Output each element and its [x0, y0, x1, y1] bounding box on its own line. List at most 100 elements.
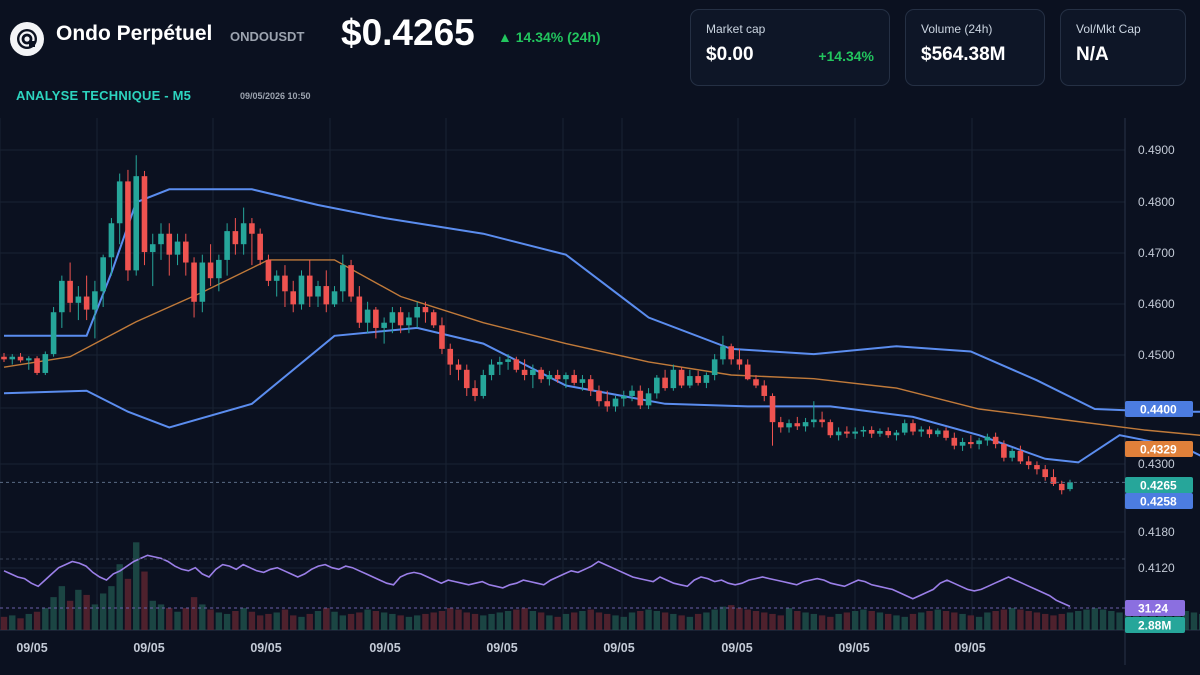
candle-body — [819, 419, 825, 423]
candle-body — [959, 442, 966, 446]
volume-bar — [579, 611, 586, 630]
volume-bar — [744, 609, 751, 630]
candle-body — [174, 241, 181, 255]
volume-bar — [397, 615, 404, 630]
price-tag-label: 0.4329 — [1140, 443, 1177, 457]
indicator-tag-label: 31.24 — [1138, 602, 1168, 616]
candle-body — [844, 431, 850, 434]
volume-bar — [480, 615, 487, 630]
candle-body — [331, 291, 338, 305]
candle-body — [430, 312, 437, 326]
volume-bar — [959, 613, 966, 630]
candle-body — [629, 390, 635, 396]
candle-body — [811, 419, 817, 423]
candle-body — [687, 376, 693, 386]
volume-bar — [570, 612, 578, 630]
volume-bar — [967, 615, 975, 630]
market-cap-label: Market cap — [706, 22, 766, 36]
volume-bar — [719, 606, 727, 630]
y-tick-label: 0.4180 — [1138, 525, 1175, 539]
candle-body — [645, 393, 652, 406]
volume-bar — [727, 605, 735, 630]
candle-body — [885, 431, 892, 436]
volume-bar — [356, 612, 363, 630]
volume-bar — [413, 615, 421, 630]
volume-bar — [893, 615, 900, 630]
candle-body — [521, 369, 528, 376]
x-tick-label: 09/05 — [486, 641, 517, 655]
candle-body — [306, 275, 313, 297]
market-cap-value: $0.00 — [706, 44, 754, 65]
candle-body — [579, 379, 586, 383]
volume-bar — [752, 611, 760, 630]
candle-body — [753, 379, 759, 386]
price-tag — [1125, 401, 1193, 417]
volume-bar — [1099, 609, 1107, 630]
candle-body — [596, 390, 602, 402]
candle-body — [546, 375, 553, 380]
volume-bar — [876, 612, 884, 630]
candle-body — [141, 176, 148, 253]
volume-bar — [554, 616, 561, 630]
volume-bar — [99, 593, 107, 630]
volume-bar — [703, 612, 710, 630]
candle-body — [711, 359, 718, 376]
candle-body — [133, 176, 140, 271]
volume-bar — [447, 608, 454, 630]
volume-bar — [248, 611, 256, 630]
volume-bar — [521, 608, 528, 630]
volume-bar — [281, 609, 289, 630]
volume-bar — [604, 613, 611, 630]
candle-body — [323, 286, 330, 305]
volume-bar — [199, 604, 206, 630]
volume-bar — [529, 611, 537, 630]
volume-bar — [223, 613, 231, 630]
candle-body — [827, 422, 834, 436]
candle-body — [100, 257, 106, 292]
candle-body — [116, 181, 123, 224]
volume-bar — [761, 612, 768, 630]
candle-body — [1067, 482, 1073, 490]
price-chart[interactable]: 0.4900 0.4800 0.4700 0.4600 0.4500 0.4400 0.43… — [0, 118, 1200, 665]
candle-body — [42, 354, 49, 373]
candle-body — [356, 296, 363, 323]
candle-body — [910, 423, 916, 432]
candle-body — [240, 223, 247, 245]
analysis-label: ANALYSE TECHNIQUE - M5 — [16, 88, 192, 103]
candle-body — [224, 231, 230, 260]
candle-body — [108, 223, 115, 258]
volume-bar — [851, 611, 859, 630]
volume-bar — [1025, 611, 1032, 630]
volume-bar — [75, 589, 82, 630]
volume-bar — [1033, 612, 1041, 630]
candle-body — [480, 375, 487, 396]
volume-bar — [430, 612, 437, 630]
volume-bar — [504, 611, 512, 630]
volume-bar — [133, 542, 140, 630]
volume-label: Volume (24h) — [921, 22, 993, 36]
volume-bar — [769, 613, 776, 630]
y-tick-label: 0.4700 — [1138, 246, 1175, 260]
volume-bar — [116, 564, 123, 630]
candle-body — [1025, 461, 1032, 466]
volume-bar — [686, 616, 694, 630]
y-tick-label: 0.4900 — [1138, 143, 1175, 157]
candle-body — [926, 429, 933, 435]
volume-bar — [670, 613, 677, 630]
volume-bar — [347, 613, 355, 630]
current-price: $0.4265 — [341, 12, 475, 53]
volume-bar — [1066, 612, 1074, 630]
y-tick-label: 0.4500 — [1138, 348, 1175, 362]
volume-bar — [810, 613, 818, 630]
price-tag — [1125, 477, 1193, 493]
candle-body — [315, 286, 321, 297]
price-tag-label: 0.4265 — [1140, 479, 1177, 493]
volume-bar — [1190, 612, 1198, 630]
volume-bar — [513, 609, 520, 630]
candle-body — [182, 241, 189, 263]
candle-body — [414, 307, 420, 318]
volume-bar — [942, 611, 950, 630]
price-tag — [1125, 441, 1193, 457]
volume-bar — [1116, 612, 1123, 630]
volume-bar — [405, 616, 413, 630]
